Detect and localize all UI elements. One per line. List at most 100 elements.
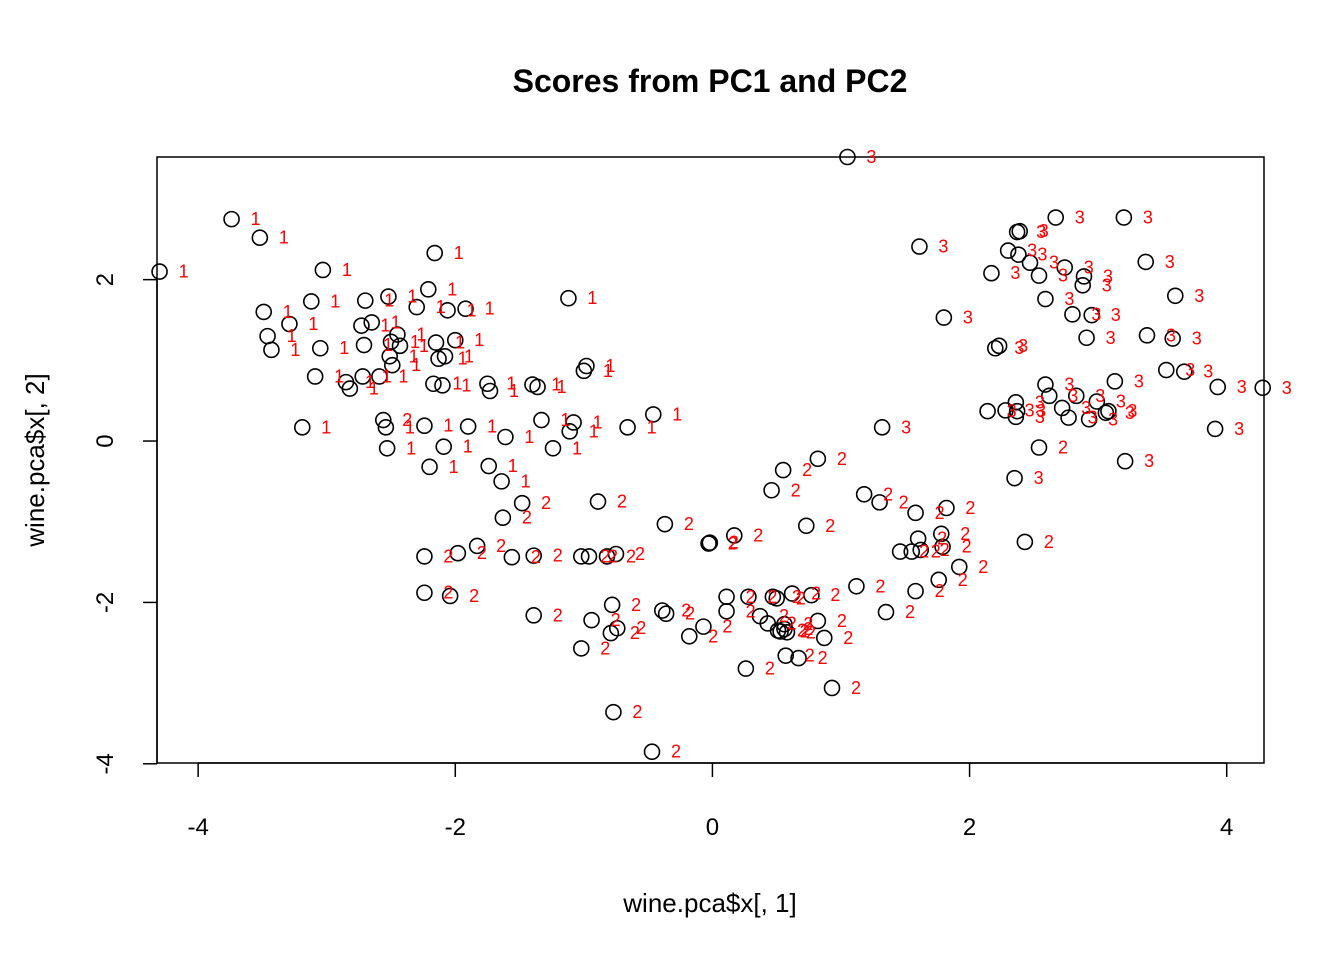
data-point [263, 341, 280, 359]
y-tick-label: 0 [92, 434, 119, 447]
data-point [903, 543, 921, 560]
data-point [1097, 404, 1115, 422]
data-point [605, 703, 622, 721]
data-point [718, 588, 735, 606]
data-point-label: 2 [802, 460, 812, 480]
data-point-label: 1 [487, 417, 497, 437]
data-point [389, 326, 406, 343]
data-point-label: 2 [531, 547, 541, 567]
data-point [493, 473, 510, 490]
data-point-label: 1 [647, 417, 657, 437]
data-point-label: 1 [321, 417, 331, 437]
data-point-label: 2 [767, 587, 777, 607]
data-point [497, 428, 514, 446]
data-point [783, 585, 801, 602]
data-point-label: 3 [1125, 403, 1135, 423]
data-point [311, 339, 329, 357]
data-point-label: 1 [308, 314, 318, 334]
data-point [803, 586, 820, 604]
data-point [459, 418, 477, 435]
data-point [911, 238, 928, 255]
data-point [930, 571, 948, 589]
data-point-label: 2 [708, 626, 718, 646]
data-point-label: 1 [407, 287, 417, 307]
data-point-label: 1 [334, 366, 344, 386]
data-point-label: 2 [611, 610, 621, 630]
data-point-label: 3 [1064, 289, 1074, 309]
x-tick-label: 0 [706, 814, 719, 841]
data-point-label: 1 [179, 262, 189, 282]
data-point-label: 3 [1088, 408, 1098, 428]
data-point [572, 640, 590, 657]
data-point-label: 2 [1044, 532, 1054, 552]
data-point-label: 1 [463, 437, 473, 457]
data-point-label: 3 [901, 417, 911, 437]
data-point [1007, 394, 1025, 411]
data-point-label: 2 [636, 618, 646, 638]
data-point [725, 527, 743, 544]
data-point [436, 348, 454, 365]
data-point [353, 317, 370, 334]
data-point-label: 2 [541, 493, 551, 513]
data-point-label: 2 [443, 546, 453, 566]
data-point [1030, 439, 1048, 456]
data-point-label: 1 [524, 427, 534, 447]
data-point-label: 3 [1095, 386, 1105, 406]
data-point [589, 493, 607, 510]
data-point-label: 1 [485, 299, 495, 319]
data-point-label: 1 [339, 338, 349, 358]
data-point-label: 2 [402, 410, 412, 430]
data-point-label: 1 [406, 438, 416, 458]
data-point-label: 3 [1185, 360, 1195, 380]
data-point-label: 2 [958, 570, 968, 590]
data-point [979, 402, 996, 420]
data-point-label: 2 [746, 587, 756, 607]
data-point-label: 3 [1234, 419, 1244, 439]
data-point [494, 509, 512, 526]
data-point [457, 300, 474, 318]
data-point-label: 3 [1127, 401, 1137, 421]
data-point [426, 244, 444, 262]
data-point-label: 2 [496, 536, 506, 556]
data-point-label: 2 [919, 542, 929, 562]
data-point [1078, 329, 1095, 347]
data-point [823, 679, 841, 697]
data-point [363, 314, 381, 331]
data-point-label: 2 [851, 678, 861, 698]
data-point-label: 3 [1192, 329, 1202, 349]
data-point-label: 2 [825, 516, 835, 536]
data-point [513, 494, 531, 512]
data-point-label: 1 [593, 412, 603, 432]
data-point-label: 2 [753, 525, 763, 545]
data-point-label: 3 [1165, 252, 1175, 272]
data-point-label: 3 [1116, 391, 1126, 411]
data-point-label: 1 [506, 374, 516, 394]
data-point [1138, 327, 1156, 344]
data-point-label: 2 [746, 601, 756, 621]
y-tick-label: -4 [92, 753, 119, 774]
data-point [1137, 253, 1155, 271]
data-point-label: 3 [1106, 328, 1116, 348]
data-point [776, 615, 793, 633]
data-point [1088, 393, 1106, 410]
data-point [1021, 254, 1039, 272]
data-point [740, 588, 757, 606]
data-point-label: 1 [382, 366, 392, 386]
data-point-label: 2 [960, 524, 970, 544]
data-point [355, 336, 373, 354]
data-point [1100, 402, 1117, 420]
data-point [737, 660, 755, 677]
data-point-label: 1 [605, 356, 615, 376]
data-point-label: 3 [1014, 338, 1024, 358]
data-point [503, 548, 521, 566]
data-point-label: 1 [455, 333, 465, 353]
x-axis-label: wine.pca$x[, 1] [622, 888, 796, 918]
data-point [983, 264, 1000, 282]
data-point [1047, 209, 1065, 226]
data-point-label: 1 [287, 326, 297, 346]
data-point-label: 2 [728, 534, 738, 554]
data-point-label: 2 [792, 587, 802, 607]
data-point [1030, 267, 1048, 284]
data-point-label: 2 [469, 586, 479, 606]
data-point-label: 1 [560, 410, 570, 430]
